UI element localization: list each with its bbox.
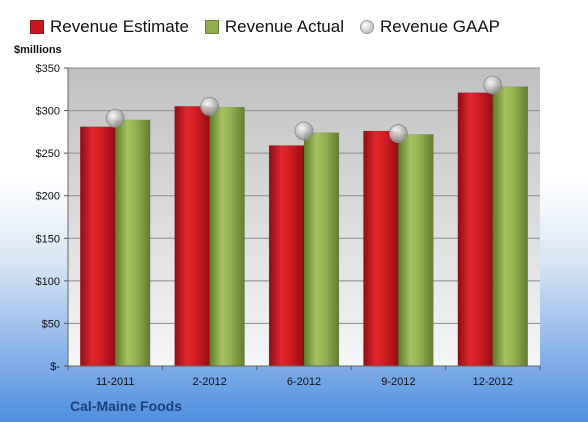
- legend-label-estimate: Revenue Estimate: [50, 17, 189, 36]
- x-tick-label: 2-2012: [192, 376, 226, 388]
- marker-revenue-gaap: [294, 121, 314, 141]
- y-tick-label: $50: [42, 318, 60, 330]
- y-tick-label: $-: [50, 361, 60, 373]
- bar-revenue-estimate: [80, 126, 116, 367]
- legend-label-actual: Revenue Actual: [224, 17, 344, 36]
- bar-revenue-actual: [492, 86, 528, 367]
- legend-item-estimate: Revenue Estimate: [30, 17, 189, 37]
- x-tick-label: 6-2012: [287, 376, 321, 388]
- legend-swatch-estimate: [30, 20, 44, 34]
- bar-revenue-estimate: [174, 106, 210, 367]
- legend-swatch-actual: [204, 20, 219, 34]
- bar-revenue-actual: [209, 106, 245, 367]
- marker-revenue-gaap: [200, 96, 220, 116]
- y-tick-label: $300: [36, 106, 60, 118]
- marker-revenue-gaap: [388, 124, 408, 143]
- bar-revenue-estimate: [268, 145, 305, 367]
- y-tick-label: $350: [36, 63, 60, 75]
- marker-revenue-gaap: [483, 75, 503, 95]
- bar-revenue-actual: [303, 132, 340, 367]
- legend: Revenue Estimate Revenue Actual Revenue …: [30, 14, 570, 40]
- x-tick-label: 11-2011: [96, 376, 135, 388]
- bars: [80, 86, 528, 367]
- bar-revenue-estimate: [457, 92, 494, 367]
- x-tick-label: 9-2012: [381, 376, 415, 388]
- gaap-markers: [105, 75, 503, 143]
- marker-revenue-gaap: [105, 108, 125, 128]
- y-tick-label: $150: [36, 233, 60, 245]
- bar-revenue-estimate: [363, 130, 399, 367]
- legend-item-gaap: Revenue GAAP: [360, 17, 500, 37]
- chart-title: Cal-Maine Foods: [70, 398, 183, 414]
- bar-revenue-actual: [398, 134, 434, 367]
- legend-item-actual: Revenue Actual: [204, 17, 344, 37]
- y-tick-label: $250: [36, 148, 60, 160]
- bar-revenue-actual: [114, 119, 151, 367]
- x-tick-label: 12-2012: [473, 376, 513, 388]
- legend-label-gaap: Revenue GAAP: [380, 17, 501, 36]
- axes: $- $50 $100 $150 $200 $250 $300 $350 11-2011 2-20…: [36, 63, 541, 388]
- legend-swatch-gaap: [360, 20, 374, 34]
- y-axis-unit-label: $millions: [14, 44, 62, 56]
- y-tick-label: $200: [36, 191, 60, 203]
- y-tick-label: $100: [36, 276, 60, 288]
